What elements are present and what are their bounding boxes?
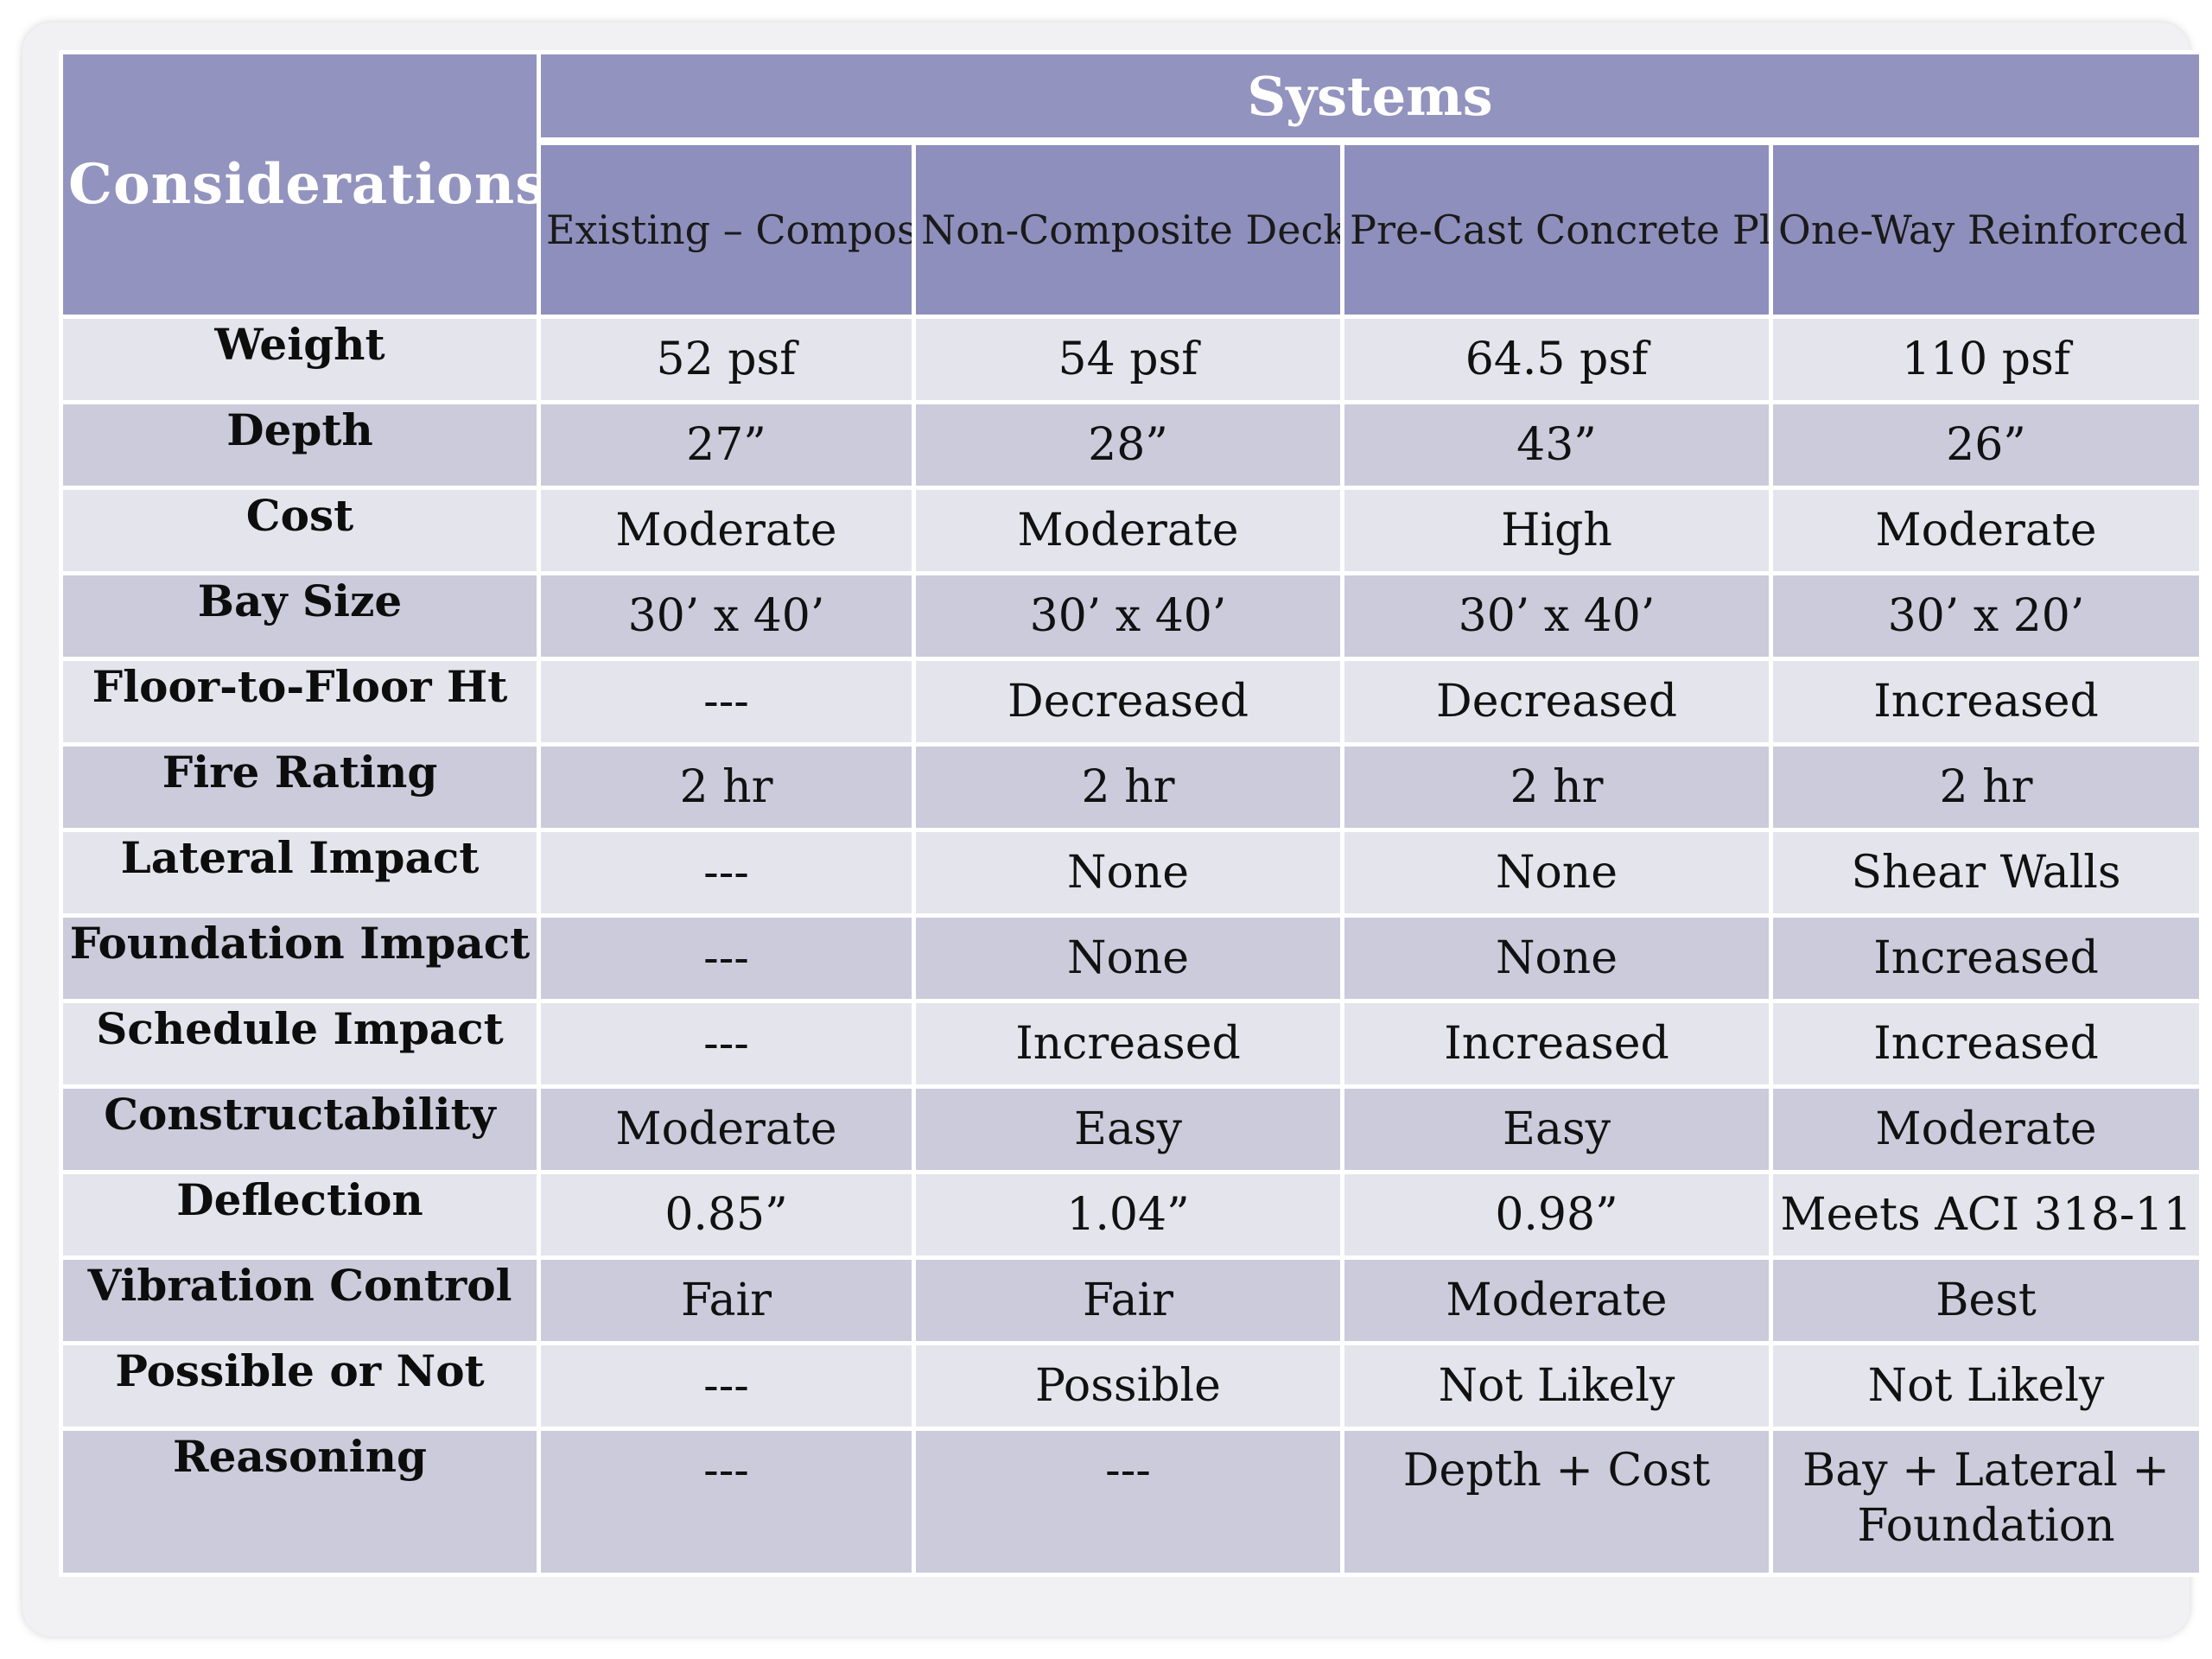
table-cell: None: [912, 913, 1344, 1003]
system-column-header: Pre-Cast Concrete Planks on Structural S…: [1340, 139, 1773, 319]
table-row: Cost Moderate Moderate High Moderate: [59, 486, 2203, 575]
table-cell: 2 hr: [1340, 742, 1773, 832]
table-cell: None: [1340, 828, 1773, 918]
table-row: Weight 52 psf 54 psf 64.5 psf 110 psf: [59, 315, 2203, 404]
table-cell: None: [1340, 913, 1773, 1003]
table-cell: Possible: [912, 1341, 1344, 1431]
table-cell: ---: [537, 657, 916, 747]
table-cell: 30’ x 40’: [1340, 571, 1773, 661]
table-cell: ---: [537, 1341, 916, 1431]
table-cell: 64.5 psf: [1340, 315, 1773, 404]
row-label: Bay Size: [59, 571, 541, 661]
system-column-header: Non-Composite Deck + Bar Joists/Girder: [912, 139, 1344, 319]
table-cell: 2 hr: [912, 742, 1344, 832]
table-cell: 30’ x 20’: [1769, 571, 2203, 661]
table-cell: Not Likely: [1769, 1341, 2203, 1431]
table-cell: 30’ x 40’: [912, 571, 1344, 661]
table-cell: Shear Walls: [1769, 828, 2203, 918]
row-label: Schedule Impact: [59, 999, 541, 1089]
table-row: Floor-to-Floor Ht --- Decreased Decreased In…: [59, 657, 2203, 747]
table-cell: Fair: [537, 1255, 916, 1345]
table-cell: Moderate: [1769, 486, 2203, 575]
table-cell: 1.04”: [912, 1170, 1344, 1260]
row-label: Weight: [59, 315, 541, 404]
table-cell: 0.85”: [537, 1170, 916, 1260]
row-label: Cost: [59, 486, 541, 575]
table-cell: 28”: [912, 400, 1344, 490]
table-row: Foundation Impact --- None None Increased: [59, 913, 2203, 1003]
table-cell: 26”: [1769, 400, 2203, 490]
table-cell: Not Likely: [1340, 1341, 1773, 1431]
table-row: Bay Size 30’ x 40’ 30’ x 40’ 30’ x 40’ 30’ x…: [59, 571, 2203, 661]
table-row: Deflection 0.85” 1.04” 0.98” Meets ACI 318-1…: [59, 1170, 2203, 1260]
table-cell: Fair: [912, 1255, 1344, 1345]
row-label: Constructability: [59, 1084, 541, 1174]
table-row: Schedule Impact --- Increased Increased Incr…: [59, 999, 2203, 1089]
table-row: Reasoning --- --- Depth + Cost Bay + Lateral…: [59, 1427, 2203, 1577]
table-cell: 27”: [537, 400, 916, 490]
row-label: Depth: [59, 400, 541, 490]
table-cell: Moderate: [1340, 1255, 1773, 1345]
systems-header: Systems: [537, 50, 2203, 145]
table-cell: 110 psf: [1769, 315, 2203, 404]
table-cell: High: [1340, 486, 1773, 575]
table-cell: Moderate: [537, 486, 916, 575]
table-cell: Best: [1769, 1255, 2203, 1345]
row-label: Foundation Impact: [59, 913, 541, 1003]
table-cell: Decreased: [912, 657, 1344, 747]
table-cell: Increased: [1340, 999, 1773, 1089]
table-cell: 43”: [1340, 400, 1773, 490]
table-row: Depth 27” 28” 43” 26”: [59, 400, 2203, 490]
table-cell: Increased: [1769, 999, 2203, 1089]
table-cell: Moderate: [1769, 1084, 2203, 1174]
table-cell: ---: [537, 999, 916, 1089]
considerations-header: Considerations: [59, 50, 541, 319]
row-label: Reasoning: [59, 1427, 541, 1577]
table-cell: 30’ x 40’: [537, 571, 916, 661]
table-cell: 52 psf: [537, 315, 916, 404]
system-column-header: Existing – Composite Deck + Beams/Girder…: [537, 139, 916, 319]
slide-frame: Considerations Systems Existing – Compos…: [22, 22, 2203, 1637]
table-cell: Increased: [912, 999, 1344, 1089]
row-label: Vibration Control: [59, 1255, 541, 1345]
table-row: Fire Rating 2 hr 2 hr 2 hr 2 hr: [59, 742, 2203, 832]
table-cell: 2 hr: [537, 742, 916, 832]
system-column-header: One-Way Reinforced Slab with Beams: [1769, 139, 2203, 319]
table-cell: Easy: [912, 1084, 1344, 1174]
table-cell: Moderate: [537, 1084, 916, 1174]
row-label: Floor-to-Floor Ht: [59, 657, 541, 747]
table-cell: Increased: [1769, 657, 2203, 747]
table-cell: ---: [537, 828, 916, 918]
table-cell: Decreased: [1340, 657, 1773, 747]
row-label: Possible or Not: [59, 1341, 541, 1431]
table-cell: Moderate: [912, 486, 1344, 575]
table-cell: None: [912, 828, 1344, 918]
row-label: Deflection: [59, 1170, 541, 1260]
table-cell: Meets ACI 318-11: [1769, 1170, 2203, 1260]
table-cell: 2 hr: [1769, 742, 2203, 832]
table-cell: Depth + Cost: [1340, 1427, 1773, 1577]
table-body: Weight 52 psf 54 psf 64.5 psf 110 psf Depth 27…: [59, 315, 2203, 1577]
table-cell: ---: [537, 913, 916, 1003]
table-cell: Easy: [1340, 1084, 1773, 1174]
table-cell: Increased: [1769, 913, 2203, 1003]
table-row: Constructability Moderate Easy Easy Moderate: [59, 1084, 2203, 1174]
table-row: Vibration Control Fair Fair Moderate Best: [59, 1255, 2203, 1345]
comparison-table: Considerations Systems Existing – Compos…: [59, 50, 2203, 1577]
table-cell: ---: [537, 1427, 916, 1577]
table-cell: 54 psf: [912, 315, 1344, 404]
table-row: Lateral Impact --- None None Shear Walls: [59, 828, 2203, 918]
table-row: Possible or Not --- Possible Not Likely Not …: [59, 1341, 2203, 1431]
row-label: Lateral Impact: [59, 828, 541, 918]
table-cell: 0.98”: [1340, 1170, 1773, 1260]
table-cell: ---: [912, 1427, 1344, 1577]
row-label: Fire Rating: [59, 742, 541, 832]
table-cell: Bay + Lateral + Foundation: [1769, 1427, 2203, 1577]
